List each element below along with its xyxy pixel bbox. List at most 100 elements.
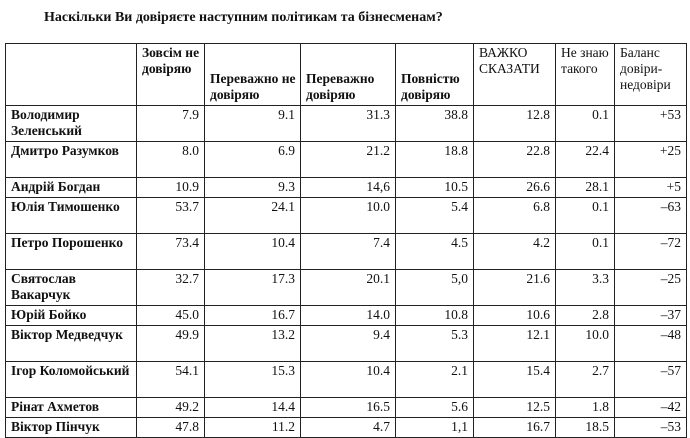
table-cell: 4.2	[473, 233, 556, 270]
header-row: Зовсім не довіряю Переважно не довіряю П…	[5, 43, 687, 106]
table-row: Віктор Медведчук 49.9 13.2 9.4 5.3 12.1 10.0 –4…	[5, 325, 687, 362]
table-cell: –72	[614, 233, 687, 270]
table-cell: 14.0	[300, 305, 396, 326]
table-cell: 5.4	[395, 197, 474, 234]
table-cell: 2.1	[395, 361, 474, 398]
table-cell: 13.2	[204, 325, 301, 362]
table-cell: 10.8	[395, 305, 474, 326]
table-cell: 24.1	[204, 197, 301, 234]
table-cell: –48	[614, 325, 687, 362]
row-name: Петро Порошенко	[5, 233, 137, 270]
row-name: Володимир Зеленський	[5, 105, 137, 142]
table-cell: 5,0	[395, 269, 474, 306]
row-name: Ігор Коломойський	[5, 361, 137, 398]
table-cell: 9.3	[204, 177, 301, 198]
table-cell: 10.6	[473, 305, 556, 326]
table-cell: 16.7	[204, 305, 301, 326]
trust-table: Зовсім не довіряю Переважно не довіряю П…	[5, 43, 687, 438]
header-col: Переважно довіряю	[300, 43, 396, 106]
table-cell: 21.2	[300, 141, 396, 178]
header-col: Зовсім не довіряю	[136, 43, 205, 106]
table-cell: +5	[614, 177, 687, 198]
table-row: Юлія Тимошенко 53.7 24.1 10.0 5.4 6.8 0.1 –63	[5, 197, 687, 234]
table-cell: 10.4	[300, 361, 396, 398]
table-cell: 6.9	[204, 141, 301, 178]
table-cell: 16.5	[300, 397, 396, 418]
table-row: Юрій Бойко 45.0 16.7 14.0 10.8 10.6 2.8 –37	[5, 305, 687, 326]
table-cell: 22.4	[555, 141, 615, 178]
table-cell: 10.0	[555, 325, 615, 362]
table-cell: +53	[614, 105, 687, 142]
row-name: Юлія Тимошенко	[5, 197, 137, 234]
table-cell: 5.6	[395, 397, 474, 418]
header-name	[5, 43, 137, 106]
table-cell: –25	[614, 269, 687, 306]
table-row: Ігор Коломойський 54.1 15.3 10.4 2.1 15.4 2.7–…	[5, 361, 687, 398]
table-cell: 49.9	[136, 325, 205, 362]
row-name: Віктор Медведчук	[5, 325, 137, 362]
table-cell: 10.4	[204, 233, 301, 270]
header-col: Повністю довіряю	[395, 43, 474, 106]
table-cell: 0.1	[555, 233, 615, 270]
table-cell: 3.3	[555, 269, 615, 306]
table-cell: 10.0	[300, 197, 396, 234]
table-cell: 14.4	[204, 397, 301, 418]
table-cell: 12.1	[473, 325, 556, 362]
table-cell: 2.8	[555, 305, 615, 326]
header-col: Переважно не довіряю	[204, 43, 301, 106]
header-col: Баланс довіри-недовіри	[614, 43, 687, 106]
table-cell: 5.3	[395, 325, 474, 362]
row-name: Андрій Богдан	[5, 177, 137, 198]
header-col: Не знаю такого	[555, 43, 615, 106]
table-cell: 4.5	[395, 233, 474, 270]
table-cell: 12.8	[473, 105, 556, 142]
table-cell: 26.6	[473, 177, 556, 198]
table-cell: 53.7	[136, 197, 205, 234]
table-cell: 0.1	[555, 197, 615, 234]
table-cell: 7.4	[300, 233, 396, 270]
table-cell: 9.4	[300, 325, 396, 362]
table-cell: 54.1	[136, 361, 205, 398]
table-cell: 1.8	[555, 397, 615, 418]
table-cell: –63	[614, 197, 687, 234]
table-cell: 9.1	[204, 105, 301, 142]
table-cell: 6.8	[473, 197, 556, 234]
table-row: Рінат Ахметов 49.2 14.4 16.5 5.6 12.5 1.8 –42	[5, 397, 687, 418]
table-cell: 14,6	[300, 177, 396, 198]
row-name: Юрій Бойко	[5, 305, 137, 326]
table-cell: 18.8	[395, 141, 474, 178]
table-cell: 20.1	[300, 269, 396, 306]
table-cell: +25	[614, 141, 687, 178]
row-name: Рінат Ахметов	[5, 397, 137, 418]
table-row: Святослав Вакарчук 32.7 17.3 20.1 5,0 21.6 3.3…	[5, 269, 687, 306]
table-cell: 2.7	[555, 361, 615, 398]
table-cell: 49.2	[136, 397, 205, 418]
table-cell: 28.1	[555, 177, 615, 198]
table-cell: 15.3	[204, 361, 301, 398]
table-row: Дмитро Разумков 8.0 6.9 21.2 18.8 22.8 22.4 +25	[5, 141, 687, 178]
table-row: Петро Порошенко 73.4 10.4 7.4 4.5 4.2 0.1 –72	[5, 233, 687, 270]
table-cell: 17.3	[204, 269, 301, 306]
table-cell: 15.4	[473, 361, 556, 398]
table-cell: 12.5	[473, 397, 556, 418]
row-name: Дмитро Разумков	[5, 141, 137, 178]
table-cell: 45.0	[136, 305, 205, 326]
row-name: Святослав Вакарчук	[5, 269, 137, 306]
table-row: Андрій Богдан 10.9 9.3 14,6 10.5 26.6 28.1 +5	[5, 177, 687, 198]
table-cell: –57	[614, 361, 687, 398]
table-cell: 21.6	[473, 269, 556, 306]
table-cell: 32.7	[136, 269, 205, 306]
table-cell: 31.3	[300, 105, 396, 142]
page-title: Наскільки Ви довіряєте наступним політик…	[44, 10, 443, 25]
table-cell: –42	[614, 397, 687, 418]
table-cell: 38.8	[395, 105, 474, 142]
table-cell: 22.8	[473, 141, 556, 178]
table-cell: –37	[614, 305, 687, 326]
table-cell: 10.5	[395, 177, 474, 198]
header-col: ВАЖКО СКАЗАТИ	[473, 43, 556, 106]
table-cell: 8.0	[136, 141, 205, 178]
table-cell: 7.9	[136, 105, 205, 142]
table-cell: 0.1	[555, 105, 615, 142]
table-row: Володимир Зеленський 7.9 9.1 31.3 38.8 12.8 0.…	[5, 105, 687, 142]
table-cell: 73.4	[136, 233, 205, 270]
